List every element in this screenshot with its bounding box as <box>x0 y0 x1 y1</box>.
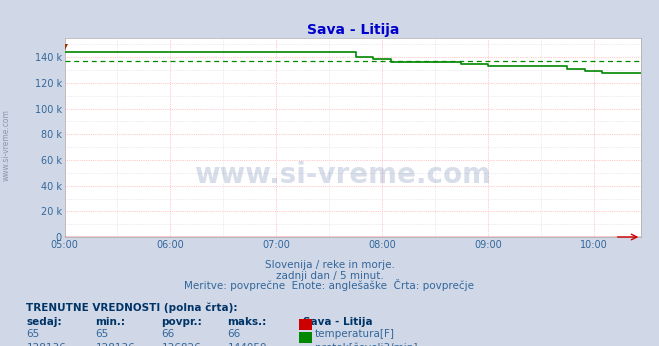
Text: www.si-vreme.com: www.si-vreme.com <box>2 109 11 181</box>
Text: 66: 66 <box>227 329 241 339</box>
Text: Sava - Litija: Sava - Litija <box>303 317 373 327</box>
Text: min.:: min.: <box>96 317 126 327</box>
Text: sedaj:: sedaj: <box>26 317 62 327</box>
Text: TRENUTNE VREDNOSTI (polna črta):: TRENUTNE VREDNOSTI (polna črta): <box>26 303 238 313</box>
Text: 128136: 128136 <box>96 343 135 346</box>
Text: povpr.:: povpr.: <box>161 317 202 327</box>
Text: pretok[čevelj3/min]: pretok[čevelj3/min] <box>315 343 418 346</box>
Text: maks.:: maks.: <box>227 317 267 327</box>
Title: Sava - Litija: Sava - Litija <box>306 23 399 37</box>
Text: zadnji dan / 5 minut.: zadnji dan / 5 minut. <box>275 271 384 281</box>
Text: Meritve: povprečne  Enote: anglešaške  Črta: povprečje: Meritve: povprečne Enote: anglešaške Črt… <box>185 279 474 291</box>
Text: 128136: 128136 <box>26 343 66 346</box>
Text: 136826: 136826 <box>161 343 201 346</box>
Text: 65: 65 <box>26 329 40 339</box>
Text: 65: 65 <box>96 329 109 339</box>
Text: www.si-vreme.com: www.si-vreme.com <box>194 161 491 189</box>
Text: 66: 66 <box>161 329 175 339</box>
Text: 144050: 144050 <box>227 343 267 346</box>
Text: Slovenija / reke in morje.: Slovenija / reke in morje. <box>264 260 395 270</box>
Text: temperatura[F]: temperatura[F] <box>315 329 395 339</box>
